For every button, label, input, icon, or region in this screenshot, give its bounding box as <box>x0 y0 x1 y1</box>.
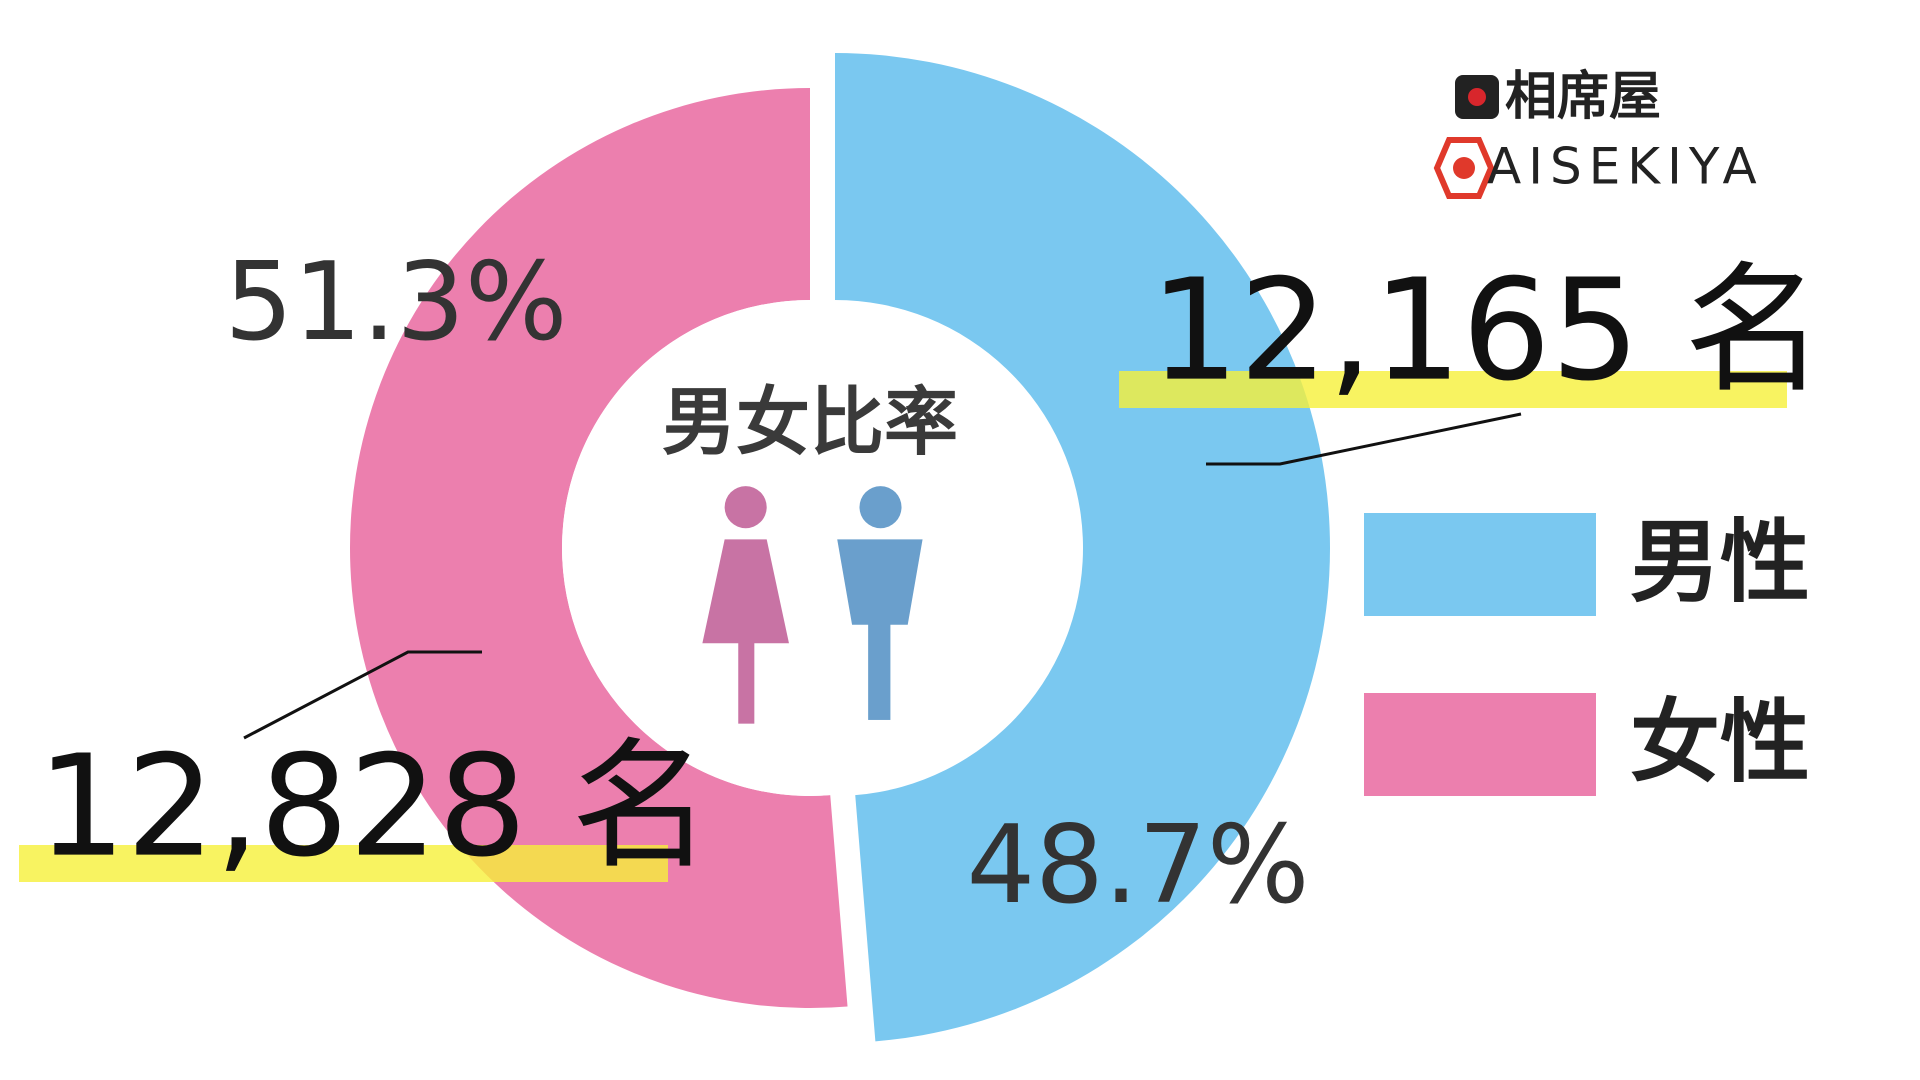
logo-dot <box>1468 88 1486 106</box>
slice <box>835 53 1331 1042</box>
donut <box>349 53 1331 1042</box>
count-highlight <box>1119 371 1787 408</box>
donut-hole <box>562 300 1058 796</box>
chart-title: 男女比率 <box>662 380 958 466</box>
gender-icons <box>702 486 923 724</box>
man-head <box>859 486 902 529</box>
count-label: 12,165 名 <box>1150 250 1824 413</box>
logo-crest-dot <box>1453 157 1475 179</box>
legend-swatch <box>1364 693 1596 796</box>
leader-line <box>1206 412 1522 466</box>
leader-line <box>243 650 482 740</box>
logo: 相席屋 AISEKIYA <box>1433 67 1764 199</box>
count-label: 12,828 名 <box>37 726 711 889</box>
legend-label: 男性 <box>1630 510 1810 615</box>
logo-romaji: AISEKIYA <box>1487 138 1764 196</box>
man-body <box>837 539 923 625</box>
woman-body <box>702 539 789 644</box>
woman-leg <box>738 640 755 724</box>
value-label: 51.3% <box>224 240 567 365</box>
labels: 12,165 名 48.7% 12,828 名 51.3% <box>19 240 1824 928</box>
count-highlight <box>19 845 668 882</box>
logo-crest <box>1433 137 1495 199</box>
legend-swatch <box>1364 513 1596 616</box>
man-leg <box>868 618 891 720</box>
woman-head <box>724 486 767 529</box>
logo-name: 相席屋 <box>1505 67 1661 127</box>
legend-label: 女性 <box>1630 690 1810 795</box>
slice <box>349 88 848 1008</box>
value-label: 48.7% <box>966 803 1309 928</box>
